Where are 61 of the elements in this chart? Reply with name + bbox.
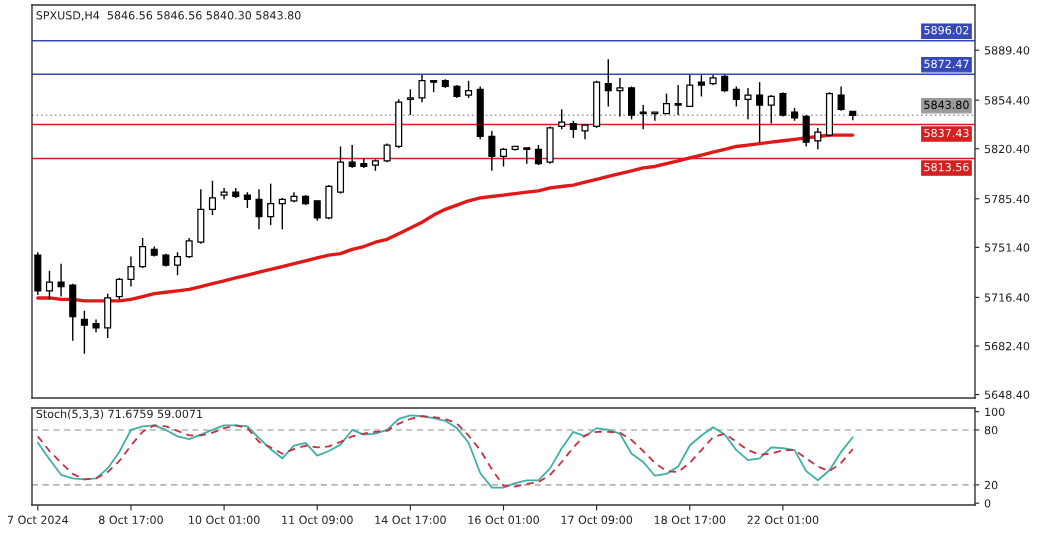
- x-tick-label: 11 Oct 09:00: [282, 515, 353, 525]
- candlestick: [348, 144, 356, 169]
- candlestick: [686, 74, 694, 108]
- candlestick: [115, 277, 123, 301]
- candlestick: [814, 127, 822, 151]
- candlestick: [185, 237, 193, 259]
- ref-line-label: 5896.02: [924, 25, 969, 35]
- x-tick-label: 18 Oct 17:00: [654, 515, 726, 525]
- y-tick-label: 20: [984, 480, 998, 490]
- y-tick-label: 5889.40: [984, 46, 1030, 55]
- candlestick: [418, 74, 426, 103]
- candlestick: [488, 130, 496, 172]
- candlestick: [662, 92, 671, 115]
- candlestick: [674, 84, 682, 116]
- candlestick: [255, 188, 263, 231]
- candlestick: [499, 147, 508, 168]
- candlestick: [732, 85, 740, 108]
- candlestick: [744, 87, 752, 121]
- y-tick-label: 5682.40: [984, 341, 1030, 351]
- y-tick-label: 0: [984, 499, 991, 508]
- chart-title: Stoch(5,3,3) 71.6759 59.0071: [36, 409, 202, 420]
- candlestick: [697, 74, 705, 98]
- y-tick-label: 5785.40: [984, 194, 1030, 204]
- x-tick-label: 7 Oct 2024: [7, 515, 69, 525]
- candlestick: [406, 88, 414, 116]
- y-tick-label: 80: [984, 425, 998, 435]
- candlestick: [313, 200, 321, 222]
- candlestick: [45, 270, 53, 301]
- candlestick: [534, 144, 542, 166]
- ref-line-label: 5872.47: [924, 59, 969, 69]
- candlestick: [837, 85, 845, 112]
- y-tick-label: 5854.40: [984, 96, 1030, 105]
- candlestick: [173, 251, 182, 276]
- candlestick: [80, 310, 88, 355]
- x-tick-label: 22 Oct 01:00: [747, 515, 819, 525]
- y-tick-label: 5716.40: [984, 293, 1030, 302]
- chart-title: SPXUSD,H4 5846.56 5846.56 5840.30 5843.80: [36, 11, 301, 21]
- candlestick: [779, 91, 787, 118]
- y-tick-label: 5751.40: [984, 243, 1030, 252]
- y-tick-label: 5820.40: [984, 144, 1030, 154]
- candlestick: [278, 197, 286, 231]
- candlestick: [558, 108, 566, 131]
- x-tick-label: 10 Oct 01:00: [189, 515, 260, 525]
- candlestick: [57, 262, 65, 298]
- candlestick: [139, 237, 147, 269]
- candlestick: [767, 94, 775, 125]
- candlestick: [208, 180, 216, 216]
- x-tick-label: 17 Oct 09:00: [561, 515, 633, 525]
- candlestick: [604, 58, 612, 108]
- candlestick: [127, 255, 135, 288]
- ref-line-label: 5837.43: [924, 128, 969, 138]
- ref-line-label: 5843.80: [924, 100, 969, 110]
- candlestick: [756, 81, 764, 143]
- x-tick-label: 8 Oct 17:00: [99, 515, 163, 525]
- candlestick: [616, 77, 624, 118]
- x-tick-label: 16 Oct 01:00: [468, 515, 539, 525]
- ref-line-label: 5813.56: [924, 162, 969, 172]
- y-tick-label: 5648.40: [984, 390, 1030, 399]
- candlestick: [267, 182, 275, 226]
- x-tick-label: 14 Oct 17:00: [375, 515, 446, 525]
- y-tick-label: 100: [985, 407, 1005, 417]
